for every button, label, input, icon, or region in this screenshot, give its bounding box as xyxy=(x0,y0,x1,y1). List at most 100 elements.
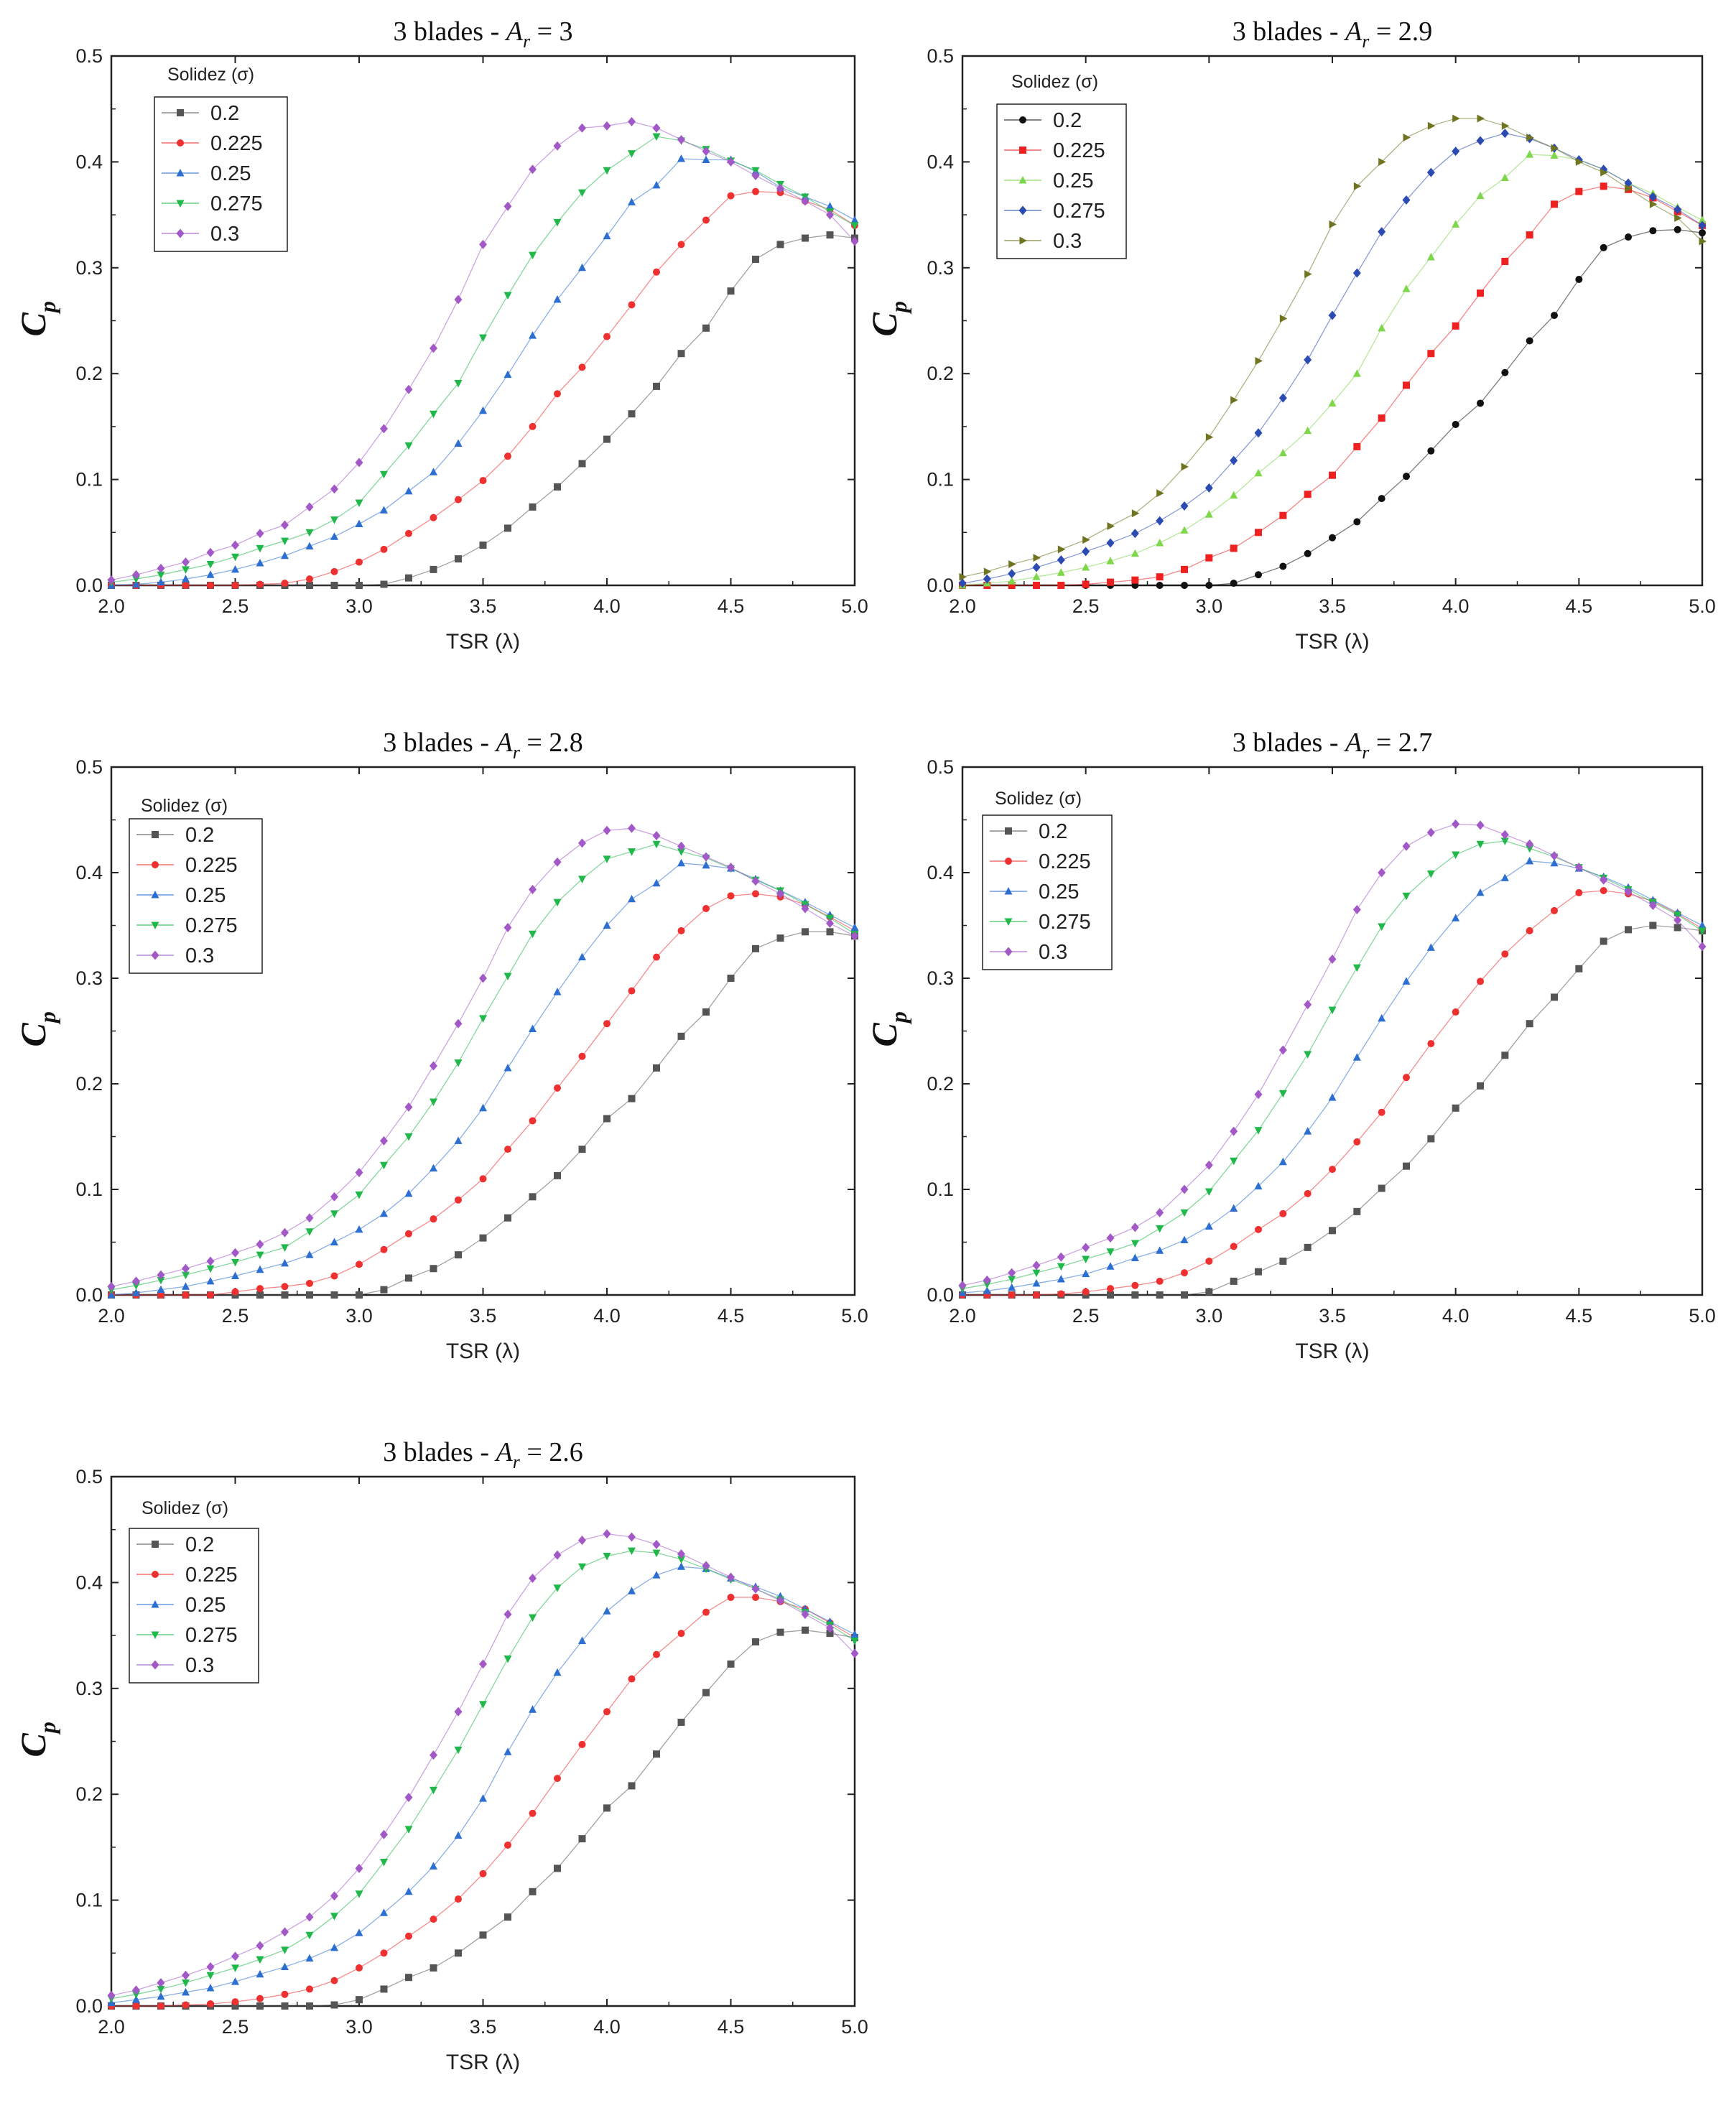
data-point xyxy=(1328,399,1337,407)
data-point xyxy=(1649,921,1657,929)
series-0.3 xyxy=(107,1529,859,2000)
y-tick-label: 0.5 xyxy=(75,45,103,67)
data-point xyxy=(677,1556,685,1564)
data-point xyxy=(454,1018,463,1029)
data-point xyxy=(1205,433,1214,442)
data-point xyxy=(1255,529,1262,537)
data-point xyxy=(132,2002,140,2010)
data-point xyxy=(776,241,784,249)
data-point xyxy=(256,544,264,553)
data-point xyxy=(479,1175,487,1183)
data-point xyxy=(455,1949,462,1957)
data-point xyxy=(404,1887,413,1895)
data-point xyxy=(1254,1090,1263,1100)
data-point xyxy=(1600,886,1607,894)
data-point xyxy=(504,1913,511,1921)
data-point xyxy=(1106,557,1115,565)
chart-panel-3: 3 blades - Ar = 2.8 2.0 2.5 3.0 3.5 4.0 4.5 5.0… xyxy=(13,728,868,1363)
data-point xyxy=(380,1908,388,1916)
data-point xyxy=(751,167,760,175)
data-point xyxy=(554,1171,561,1179)
data-point xyxy=(1131,1253,1139,1262)
data-point xyxy=(727,1660,735,1668)
data-point xyxy=(1008,560,1016,569)
data-point xyxy=(578,1740,586,1748)
data-point xyxy=(430,1786,437,1795)
data-point xyxy=(603,121,611,131)
data-point xyxy=(157,1978,165,1988)
data-point xyxy=(1131,1281,1139,1289)
data-point xyxy=(479,1931,487,1939)
data-point xyxy=(983,1275,991,1285)
data-point xyxy=(231,1288,239,1296)
data-point xyxy=(652,133,661,141)
data-point xyxy=(529,1574,537,1584)
data-point xyxy=(256,1251,264,1260)
data-point xyxy=(454,1136,463,1144)
data-point xyxy=(1600,875,1608,885)
data-point xyxy=(479,406,487,414)
data-point xyxy=(206,570,215,578)
data-point xyxy=(1501,368,1509,376)
legend-marker xyxy=(151,1660,159,1670)
data-point xyxy=(983,1281,991,1289)
data-point xyxy=(231,1951,239,1961)
x-tick-label: 3.5 xyxy=(470,1305,497,1327)
data-point xyxy=(1032,1260,1041,1271)
y-axis-label-main: C xyxy=(864,312,904,337)
data-point xyxy=(231,1248,239,1258)
data-point xyxy=(355,458,363,468)
data-point xyxy=(1329,534,1336,542)
data-point xyxy=(850,1630,859,1638)
data-point xyxy=(1304,549,1312,557)
legend-label: 0.25 xyxy=(210,162,251,185)
data-point xyxy=(1278,1045,1287,1055)
legend-title: Solidez (σ) xyxy=(141,1498,228,1518)
data-point xyxy=(1181,565,1188,573)
data-point xyxy=(1204,1188,1213,1196)
data-point xyxy=(1131,1222,1139,1232)
data-point xyxy=(1674,911,1682,919)
legend-marker xyxy=(1004,918,1013,926)
legend-box xyxy=(154,96,288,252)
data-point xyxy=(529,885,537,895)
data-point xyxy=(1625,184,1633,192)
data-point xyxy=(1008,1276,1016,1283)
data-point xyxy=(553,1668,562,1676)
data-point xyxy=(430,565,437,573)
legend-marker xyxy=(1018,205,1027,215)
data-point xyxy=(404,384,413,394)
data-point xyxy=(1278,448,1287,457)
chart-title-subscript: r xyxy=(513,1452,521,1472)
legend-marker xyxy=(152,1541,159,1548)
data-point xyxy=(983,1286,991,1294)
data-point xyxy=(677,841,685,851)
data-point xyxy=(1402,892,1411,901)
data-point xyxy=(727,287,735,295)
chart-panel-5: 3 blades - Ar = 2.6 2.0 2.5 3.0 3.5 4.0 4.5 5.0… xyxy=(13,1437,868,2074)
data-point xyxy=(1600,243,1607,251)
data-point xyxy=(702,1689,710,1696)
chart-title-prefix: 3 blades - xyxy=(383,728,496,758)
legend-label: 0.3 xyxy=(1053,230,1082,253)
data-point xyxy=(157,563,165,573)
y-tick-label: 0.2 xyxy=(75,1073,103,1095)
legend: Solidez (σ) 0.2 0.225 0.25 0.275 0.3 xyxy=(982,789,1113,970)
data-point xyxy=(504,1841,511,1849)
data-point xyxy=(1033,582,1040,589)
legend-item: 0.275 xyxy=(990,911,1091,934)
data-point xyxy=(380,580,388,588)
data-point xyxy=(1378,923,1386,931)
data-point xyxy=(826,1623,834,1633)
data-point xyxy=(826,231,834,239)
data-point xyxy=(702,155,710,163)
legend-label: 0.2 xyxy=(1053,109,1082,132)
data-point xyxy=(479,1234,487,1242)
data-point xyxy=(1550,151,1559,159)
chart-title-value: = 3 xyxy=(530,17,572,47)
data-point xyxy=(1230,396,1238,404)
legend-item: 0.3 xyxy=(136,1654,214,1677)
data-point xyxy=(430,514,437,521)
data-point xyxy=(1254,428,1263,438)
data-point xyxy=(553,295,562,303)
